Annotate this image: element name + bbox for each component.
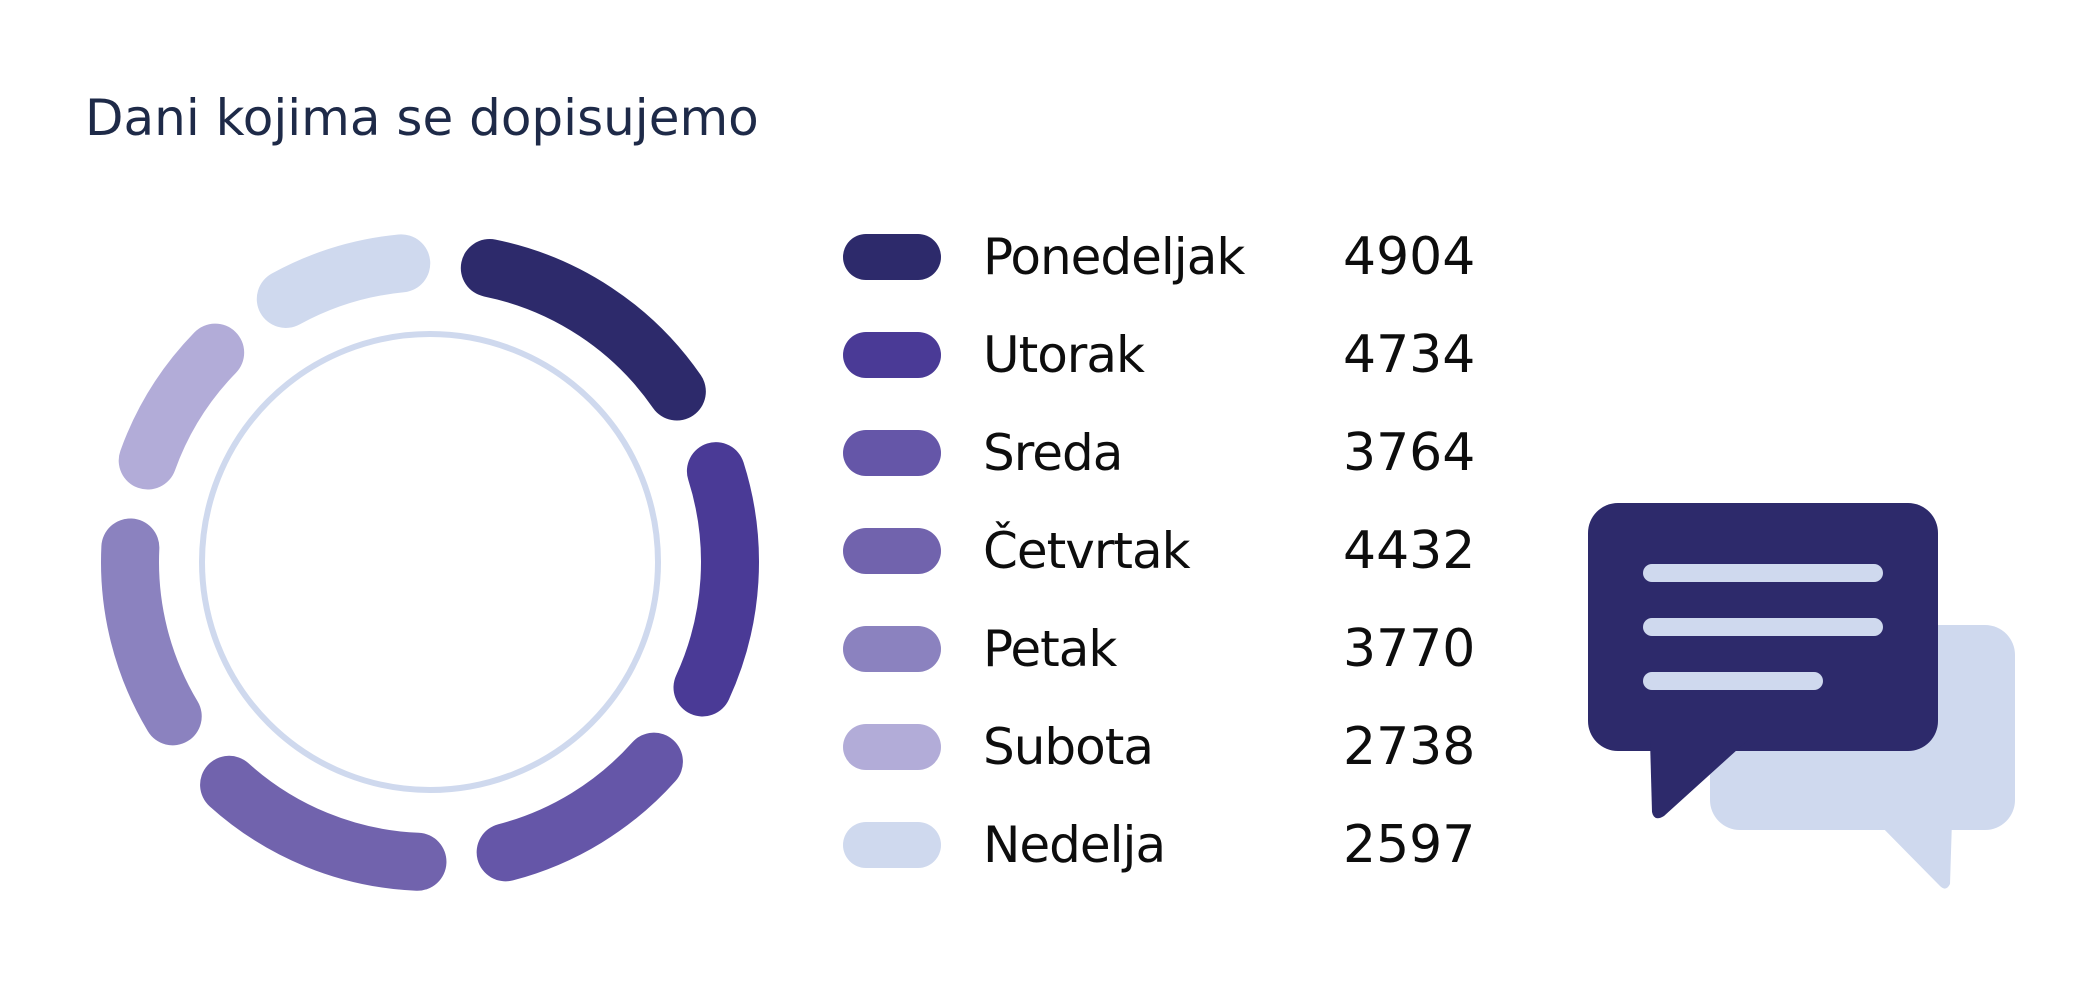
- front-bubble-tail: [1650, 740, 1748, 819]
- legend-swatch: [843, 332, 941, 378]
- legend-label: Četvrtak: [983, 522, 1191, 580]
- legend-item: Ponedeljak 4904: [843, 227, 1543, 287]
- donut-segment-četvrtak: [200, 755, 447, 891]
- donut-segment-sreda: [476, 732, 683, 882]
- legend-swatch: [843, 234, 941, 280]
- legend-swatch: [843, 528, 941, 574]
- message-line-3: [1643, 672, 1823, 690]
- legend-value: 4904: [1343, 227, 1476, 287]
- legend-label: Subota: [983, 718, 1154, 776]
- donut-segment-utorak: [673, 442, 759, 717]
- legend-item: Subota 2738: [843, 717, 1543, 777]
- legend-value: 3764: [1343, 423, 1476, 483]
- donut-segment-petak: [101, 518, 202, 746]
- legend-item: Utorak 4734: [843, 325, 1543, 385]
- legend-item: Četvrtak 4432: [843, 521, 1543, 581]
- donut-chart: [101, 234, 759, 891]
- inner-ring: [199, 331, 661, 793]
- legend-item: Sreda 3764: [843, 423, 1543, 483]
- legend-label: Ponedeljak: [983, 228, 1245, 286]
- message-line-2: [1643, 618, 1883, 636]
- donut-segment-subota: [118, 323, 245, 490]
- legend-value: 2738: [1343, 717, 1476, 777]
- legend-swatch: [843, 724, 941, 770]
- legend-value: 3770: [1343, 619, 1476, 679]
- legend-value: 2597: [1343, 815, 1476, 875]
- back-bubble-tail: [1875, 820, 1952, 889]
- chart-title: Dani kojima se dopisujemo: [85, 89, 759, 147]
- legend-value: 4432: [1343, 521, 1476, 581]
- legend-swatch: [843, 626, 941, 672]
- legend-item: Petak 3770: [843, 619, 1543, 679]
- donut-arcs: [101, 234, 759, 891]
- legend-item: Nedelja 2597: [843, 815, 1543, 875]
- donut-segment-ponedeljak: [460, 239, 706, 421]
- message-line-1: [1643, 564, 1883, 582]
- legend-label: Nedelja: [983, 816, 1166, 874]
- front-bubble: [1588, 503, 1938, 819]
- legend-label: Sreda: [983, 424, 1123, 482]
- legend-swatch: [843, 430, 941, 476]
- legend-value: 4734: [1343, 325, 1476, 385]
- legend-label: Petak: [983, 620, 1117, 678]
- chat-bubbles-icon: [1588, 503, 2015, 889]
- legend-label: Utorak: [983, 326, 1145, 384]
- legend-swatch: [843, 822, 941, 868]
- donut-segment-nedelja: [256, 234, 431, 328]
